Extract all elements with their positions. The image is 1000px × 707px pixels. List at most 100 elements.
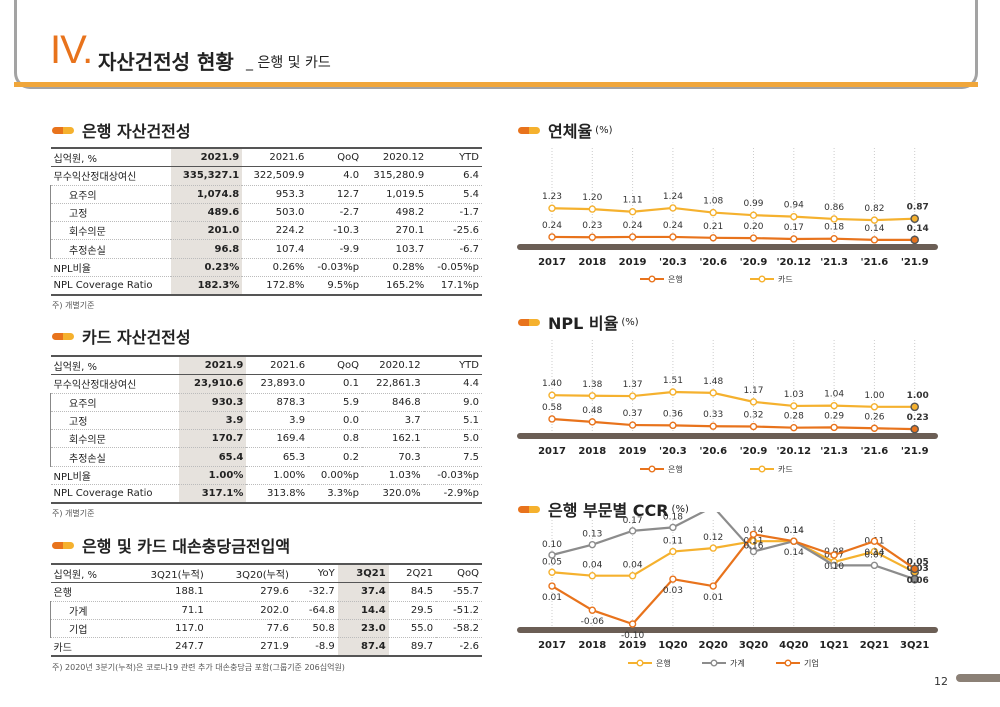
data-label: 0.12	[703, 533, 723, 543]
table-header-row: 십억원, % 2021.9 2021.6 QoQ 2020.12 YTD	[50, 147, 482, 168]
x-tick-label: '20.12	[776, 257, 811, 268]
data-point	[669, 575, 677, 583]
data-label: 0.24	[623, 221, 643, 231]
table-row: 추정손실 65.4 65.3 0.2 70.3 7.5	[49, 447, 482, 467]
page-title: 자산건전성 현황	[98, 50, 234, 74]
data-label: 0.14	[907, 224, 929, 234]
data-point	[870, 537, 879, 545]
x-tick-label: 2Q20	[699, 640, 728, 651]
data-label: 1.20	[582, 193, 602, 203]
data-label: 0.06	[907, 576, 929, 586]
data-point	[709, 422, 717, 430]
x-tick-label: '20.12	[776, 446, 811, 457]
table-cell: 270.1	[362, 221, 428, 241]
x-tick-label: '21.9	[901, 446, 929, 457]
data-point	[830, 234, 838, 243]
row-label: 고정	[49, 411, 179, 431]
column-header: 3Q21(누적)	[121, 563, 207, 584]
data-label: 0.10	[542, 540, 562, 550]
data-point	[548, 551, 556, 559]
table-cell: -32.7	[291, 582, 338, 602]
header-accent-bar	[14, 82, 978, 87]
data-point	[870, 561, 879, 570]
x-tick-label: 2Q21	[860, 640, 889, 651]
table-cell: 489.6	[170, 203, 243, 223]
table-cell: 0.8	[308, 429, 362, 449]
column-header: 2020.12	[362, 147, 428, 168]
table-cell: 0.23%	[170, 258, 243, 278]
column-header: 십억원, %	[50, 355, 179, 376]
data-point	[910, 235, 920, 245]
data-label: 0.24	[663, 221, 683, 231]
data-label: 0.21	[703, 222, 723, 232]
table-row: 무수익산정대상여신 23,910.6 23,893.0 0.1 22,861.3 4.4	[50, 374, 482, 394]
data-point	[910, 574, 920, 584]
data-point	[830, 401, 838, 410]
table-cell: -10.3	[307, 221, 363, 241]
table-row: 기업 117.0 77.6 50.8 23.0 55.0 -58.2	[49, 619, 482, 639]
page-number-bar	[956, 674, 1000, 682]
legend-label: 가계	[730, 658, 745, 668]
legend-label: 은행	[668, 274, 683, 284]
column-header: QoQ	[307, 147, 363, 168]
data-point	[830, 551, 838, 559]
series-line-3	[551, 533, 916, 626]
table-cell: 29.5	[388, 601, 437, 620]
table-row: 회수의문 170.7 169.4 0.8 162.1 5.0	[49, 429, 482, 449]
data-point	[749, 530, 758, 538]
table-cell: 5.4	[427, 185, 482, 204]
x-tick-label: '20.3	[659, 446, 687, 457]
page-subtitle: _ 은행 및 카드	[246, 55, 331, 71]
data-point	[669, 421, 677, 430]
table-cell: 50.8	[291, 619, 338, 639]
x-tick-label: 2018	[578, 446, 606, 457]
column-header: YoY	[291, 563, 338, 584]
table-cell: 320.0%	[361, 484, 424, 505]
table-cell: -55.7	[436, 582, 482, 602]
x-tick-label: '20.9	[740, 257, 768, 268]
row-label: 회수의문	[49, 221, 171, 241]
legend-label: 은행	[656, 658, 671, 668]
column-header: 2021.6	[242, 147, 308, 168]
data-label: 0.29	[824, 411, 844, 421]
data-point	[870, 216, 879, 224]
table-row: 요주의 1,074.8 953.3 12.7 1,019.5 5.4	[49, 185, 482, 204]
bullet-icon	[52, 541, 74, 549]
data-point	[790, 235, 798, 243]
column-header: 십억원, %	[50, 563, 122, 584]
table-cell: 89.7	[388, 637, 437, 658]
series-line-2	[551, 390, 915, 408]
table-cell: 4.4	[423, 374, 482, 394]
x-tick-label: 2019	[619, 257, 647, 268]
data-point	[588, 540, 597, 549]
data-label: 1.24	[663, 192, 683, 202]
data-point	[749, 211, 758, 219]
bullet-icon	[518, 505, 540, 513]
data-point	[830, 561, 838, 570]
table-row: 요주의 930.3 878.3 5.9 846.8 9.0	[49, 393, 482, 412]
x-tick-label: 4Q20	[779, 640, 808, 651]
data-label: 0.48	[582, 406, 602, 416]
data-label: 0.05	[907, 557, 929, 567]
legend-label: 은행	[668, 464, 683, 474]
column-header: 2021.9	[170, 147, 243, 168]
table-row: 고정 3.9 3.9 0.0 3.7 5.1	[49, 411, 482, 431]
table-cell: 271.9	[206, 637, 292, 658]
table-cell: 335,327.1	[170, 166, 243, 186]
series-line-2	[551, 206, 915, 222]
table-cell: 224.2	[242, 221, 308, 241]
x-tick-label: 3Q21	[900, 640, 929, 651]
data-label: 1.03	[784, 390, 804, 400]
data-point	[910, 402, 920, 412]
data-label: 0.13	[582, 530, 602, 540]
data-label: 0.18	[663, 512, 683, 522]
table-cell: 953.3	[242, 185, 308, 204]
data-point	[669, 523, 677, 532]
data-point	[588, 205, 597, 213]
data-label: 1.00	[864, 391, 884, 401]
table-cell: 5.9	[308, 393, 362, 412]
table-cell: 107.4	[242, 239, 308, 259]
legend-label: 기업	[804, 659, 819, 668]
table-header-row: 십억원, % 3Q21(누적) 3Q20(누적) YoY 3Q21 2Q21 QoQ	[50, 563, 482, 584]
table-cell: 6.4	[427, 166, 482, 186]
